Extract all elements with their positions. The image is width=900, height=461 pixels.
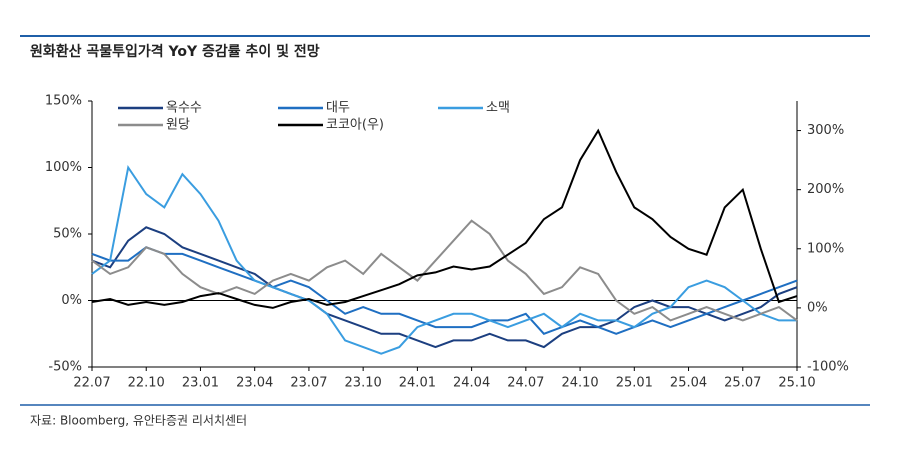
- y-tick-label: -50%: [48, 360, 82, 375]
- x-tick-label: 25.10: [778, 376, 815, 391]
- legend-label: 소맥: [486, 101, 510, 116]
- series-line: [91, 219, 798, 322]
- x-tick-label: 25.04: [670, 376, 707, 391]
- x-tick-label: 23.04: [236, 376, 273, 391]
- x-tick-label: 25.01: [616, 376, 653, 391]
- y-tick-label: 150%: [45, 94, 82, 109]
- series-line: [91, 128, 798, 309]
- y2-tick-label: 200%: [807, 182, 844, 197]
- legend-label: 코코아(우): [326, 118, 384, 133]
- x-tick-label: 22.07: [73, 376, 110, 391]
- legend-label: 대두: [326, 101, 350, 116]
- y2-tick-label: -100%: [807, 360, 849, 375]
- y2-tick-label: 0%: [807, 300, 828, 315]
- series-line: [91, 226, 798, 349]
- series-line: [91, 246, 798, 335]
- legend-label: 옥수수: [166, 101, 202, 116]
- x-tick-label: 23.10: [345, 376, 382, 391]
- x-tick-label: 23.07: [290, 376, 327, 391]
- y-tick-label: 0%: [61, 293, 82, 308]
- y-tick-label: 100%: [45, 160, 82, 175]
- x-tick-label: 24.07: [507, 376, 544, 391]
- x-tick-label: 25.07: [724, 376, 761, 391]
- x-tick-label: 23.01: [182, 376, 219, 391]
- source: 자료: Bloomberg, 유안타증권 리서치센터: [30, 414, 247, 428]
- x-tick-label: 24.10: [561, 376, 598, 391]
- y-tick-label: 50%: [53, 227, 82, 242]
- chart-title: 원화환산 곡물투입가격 YoY 증감률 추이 및 전망: [30, 43, 320, 60]
- legend-label: 원당: [166, 118, 190, 133]
- series-line: [91, 164, 797, 355]
- y2-tick-label: 100%: [807, 241, 844, 256]
- x-tick-label: 24.01: [399, 376, 436, 391]
- x-tick-label: 24.04: [453, 376, 490, 391]
- x-tick-label: 22.10: [128, 376, 165, 391]
- y2-tick-label: 300%: [807, 123, 844, 138]
